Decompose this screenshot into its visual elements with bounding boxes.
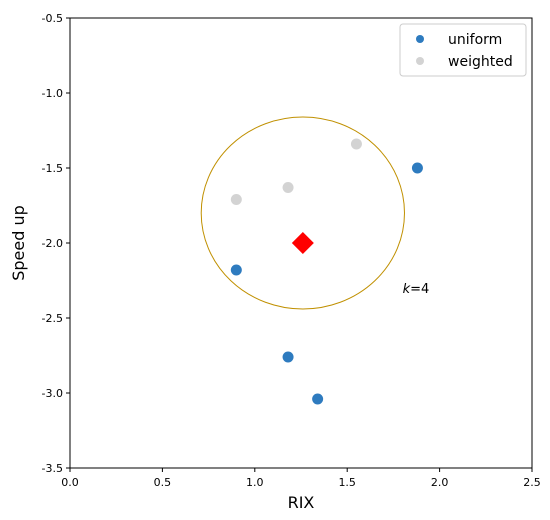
x-tick-label-2: 1.0 [246, 476, 264, 489]
k-annotation-symbol: k [403, 282, 411, 297]
y-tick-label-3: -2.0 [42, 237, 63, 250]
chart-marks: k=4 [200, 116, 430, 405]
x-tick-label-4: 2.0 [431, 476, 449, 489]
neighborhood-circle [200, 116, 405, 310]
point-uniform-1 [230, 264, 242, 276]
point-uniform-2 [282, 351, 294, 363]
legend-marker-uniform [416, 35, 424, 43]
legend-label-uniform: uniform [448, 32, 502, 48]
x-tick-label-0: 0.0 [61, 476, 79, 489]
point-weighted-2 [230, 194, 242, 205]
chart-axes: 0.0 0.5 1.0 1.5 2.0 2.5 -0.5 -1.0 -1.5 -2.0 -2.5 -3… [9, 12, 541, 512]
point-weighted-1 [282, 182, 294, 193]
point-weighted-0 [350, 138, 362, 150]
k-annotation: k=4 [403, 282, 430, 297]
point-uniform-3 [312, 393, 324, 405]
x-tick-label-3: 1.5 [338, 476, 356, 489]
y-tick-label-2: -1.5 [42, 162, 63, 175]
y-tick-label-6: -3.5 [42, 462, 63, 475]
y-axis-label: Speed up [9, 205, 28, 281]
y-tick-label-1: -1.0 [42, 87, 63, 100]
point-uniform-0 [411, 162, 423, 174]
x-tick-label-1: 0.5 [154, 476, 172, 489]
x-tick-label-5: 2.5 [523, 476, 541, 489]
y-tick-label-4: -2.5 [42, 312, 63, 325]
k-annotation-value: =4 [410, 282, 429, 297]
y-tick-label-5: -3.0 [42, 387, 63, 400]
x-axis-label: RIX [288, 493, 315, 512]
y-tick-label-0: -0.5 [42, 12, 63, 25]
query-point-diamond [291, 232, 314, 254]
legend-label-weighted: weighted [448, 54, 513, 70]
legend: uniform weighted [399, 23, 527, 77]
legend-marker-weighted [416, 57, 424, 65]
legend-box [399, 23, 527, 77]
